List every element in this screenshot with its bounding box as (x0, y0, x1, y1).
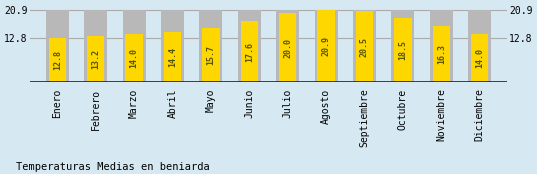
Bar (87, 36, 104, 82)
Text: 14.4: 14.4 (168, 47, 177, 67)
Bar (468, 10, 491, 82)
Bar (46, 10, 69, 82)
Text: 20.9: 20.9 (322, 36, 331, 56)
Bar (276, 10, 299, 82)
Bar (394, 18, 411, 82)
Bar (49, 38, 66, 82)
Text: 13.2: 13.2 (91, 49, 100, 69)
Text: 18.5: 18.5 (398, 40, 408, 60)
Bar (317, 10, 335, 82)
Text: 14.0: 14.0 (475, 48, 484, 68)
Text: 16.3: 16.3 (437, 44, 446, 64)
Text: 20.5: 20.5 (360, 37, 369, 57)
Bar (433, 26, 450, 82)
Bar (430, 10, 453, 82)
Bar (241, 21, 258, 82)
Bar (315, 10, 338, 82)
Text: 20.0: 20.0 (283, 38, 292, 58)
Bar (126, 34, 143, 82)
Bar (161, 10, 184, 82)
Bar (164, 32, 181, 82)
Text: 14.0: 14.0 (129, 48, 139, 68)
Text: 17.6: 17.6 (245, 42, 254, 62)
Bar (391, 10, 415, 82)
Bar (353, 10, 376, 82)
Text: 15.7: 15.7 (206, 45, 215, 65)
Bar (122, 10, 146, 82)
Bar (199, 10, 222, 82)
Bar (84, 10, 107, 82)
Text: 12.8: 12.8 (53, 50, 62, 70)
Bar (471, 34, 488, 82)
Bar (279, 13, 296, 82)
Bar (356, 11, 373, 82)
Bar (202, 28, 220, 82)
Bar (238, 10, 261, 82)
Text: Temperaturas Medias en beniarda: Temperaturas Medias en beniarda (16, 162, 210, 172)
